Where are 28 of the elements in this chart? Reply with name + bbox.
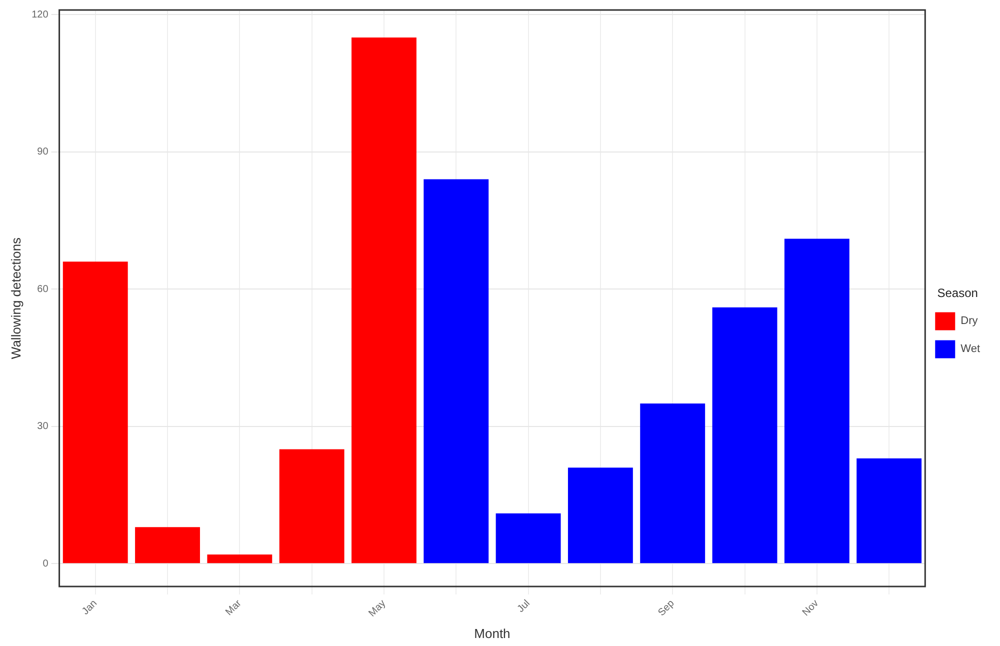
x-tick-label: Nov [800, 598, 821, 618]
y-tick-label: 120 [32, 9, 49, 20]
x-tick-label: Sep [656, 598, 677, 618]
bar [640, 404, 706, 564]
x-tick-label: Jul [516, 598, 532, 615]
bar [568, 468, 633, 564]
bar [352, 37, 416, 564]
x-tick-label: May [366, 598, 388, 620]
bar [856, 458, 922, 564]
legend-title: Season [937, 286, 978, 300]
bar [207, 554, 272, 564]
bar [784, 238, 850, 564]
x-tick-label: Jan [80, 598, 100, 618]
bar [424, 179, 489, 564]
x-axis-title: Month [474, 626, 510, 641]
y-tick-label: 0 [42, 558, 49, 570]
legend-label: Wet [960, 343, 980, 356]
bar [496, 513, 561, 564]
y-tick-label: 60 [37, 284, 49, 295]
legend-label: Dry [960, 315, 978, 328]
y-tick-label: 90 [37, 146, 49, 158]
y-axis-title: Wallowing detections [8, 236, 24, 360]
bar [712, 307, 778, 564]
bar [135, 527, 200, 564]
bar [62, 262, 128, 564]
x-tick-label: Mar [224, 598, 244, 618]
bar [279, 449, 344, 564]
y-tick-label: 30 [37, 421, 49, 432]
